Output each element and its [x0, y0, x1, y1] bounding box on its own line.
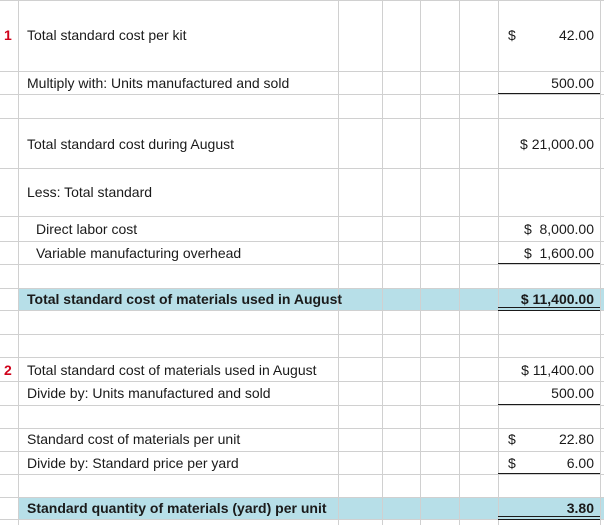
gridline [0, 497, 604, 498]
gridline [0, 0, 604, 1]
price-per-yard-label: Divide by: Standard price per yard [27, 455, 239, 471]
multiply-units-label: Multiply with: Units manufactured and so… [27, 75, 290, 91]
gridline [420, 0, 421, 525]
variable-overhead-value: $ 1,600.00 [523, 245, 594, 261]
gridline [0, 519, 604, 520]
gridline [0, 334, 604, 335]
gridline [0, 264, 604, 265]
total-standard-cost-august-label: Total standard cost during August [27, 136, 235, 152]
gridline [0, 94, 604, 95]
multiply-units-value: 500.00 [551, 75, 594, 91]
cost-per-unit-label: Standard cost of materials per unit [27, 431, 241, 447]
gridline [459, 0, 460, 525]
section-number-2: 2 [4, 362, 12, 378]
less-total-standard-label: Less: Total standard [27, 184, 153, 200]
variable-overhead-label: Variable manufacturing overhead [36, 245, 242, 261]
gridline [382, 0, 383, 525]
underline [498, 404, 600, 405]
section-number-1: 1 [4, 27, 12, 43]
direct-labor-label: Direct labor cost [36, 221, 138, 237]
underline [498, 93, 600, 94]
gridline [338, 0, 339, 525]
quantity-per-unit-value: 3.80 [566, 500, 594, 516]
materials-used-label-2: Total standard cost of materials used in… [27, 362, 317, 378]
double-underline [498, 307, 600, 311]
total-standard-cost-per-kit-label: Total standard cost per kit [27, 27, 187, 43]
divide-units-label: Divide by: Units manufactured and sold [27, 385, 271, 401]
gridline [0, 310, 604, 311]
gridline [0, 474, 604, 475]
gridline [0, 71, 604, 72]
gridline [498, 0, 499, 525]
quantity-per-unit-label: Standard quantity of materials (yard) pe… [27, 500, 327, 516]
highlight-band-quantity-per-unit [18, 497, 604, 519]
gridline [0, 405, 604, 406]
gridline [0, 357, 604, 358]
underline [498, 263, 600, 264]
divide-units-value: 500.00 [551, 385, 594, 401]
gridline [0, 428, 604, 429]
total-standard-cost-per-kit-value: 42.00 [558, 27, 594, 43]
direct-labor-value: $ 8,000.00 [523, 221, 594, 237]
gridline [18, 0, 19, 525]
currency-symbol: $ [508, 455, 516, 471]
materials-used-label: Total standard cost of materials used in… [27, 291, 343, 307]
gridline [0, 216, 604, 217]
underline [498, 473, 600, 474]
gridline [0, 118, 604, 119]
price-per-yard-value: 6.00 [566, 455, 594, 471]
currency-symbol: $ [508, 27, 516, 43]
double-underline [498, 516, 600, 520]
gridline [0, 168, 604, 169]
highlight-band-materials-used [18, 288, 604, 310]
currency-symbol: $ [508, 431, 516, 447]
gridline [600, 0, 601, 525]
cost-per-unit-value: 22.80 [558, 431, 594, 447]
gridline [0, 381, 604, 382]
gridline [0, 451, 604, 452]
materials-used-value-2: $ 11,400.00 [521, 362, 594, 378]
gridline [0, 241, 604, 242]
total-standard-cost-august-value: $ 21,000.00 [520, 136, 594, 152]
materials-used-value: $ 11,400.00 [520, 291, 594, 307]
gridline [0, 288, 604, 289]
